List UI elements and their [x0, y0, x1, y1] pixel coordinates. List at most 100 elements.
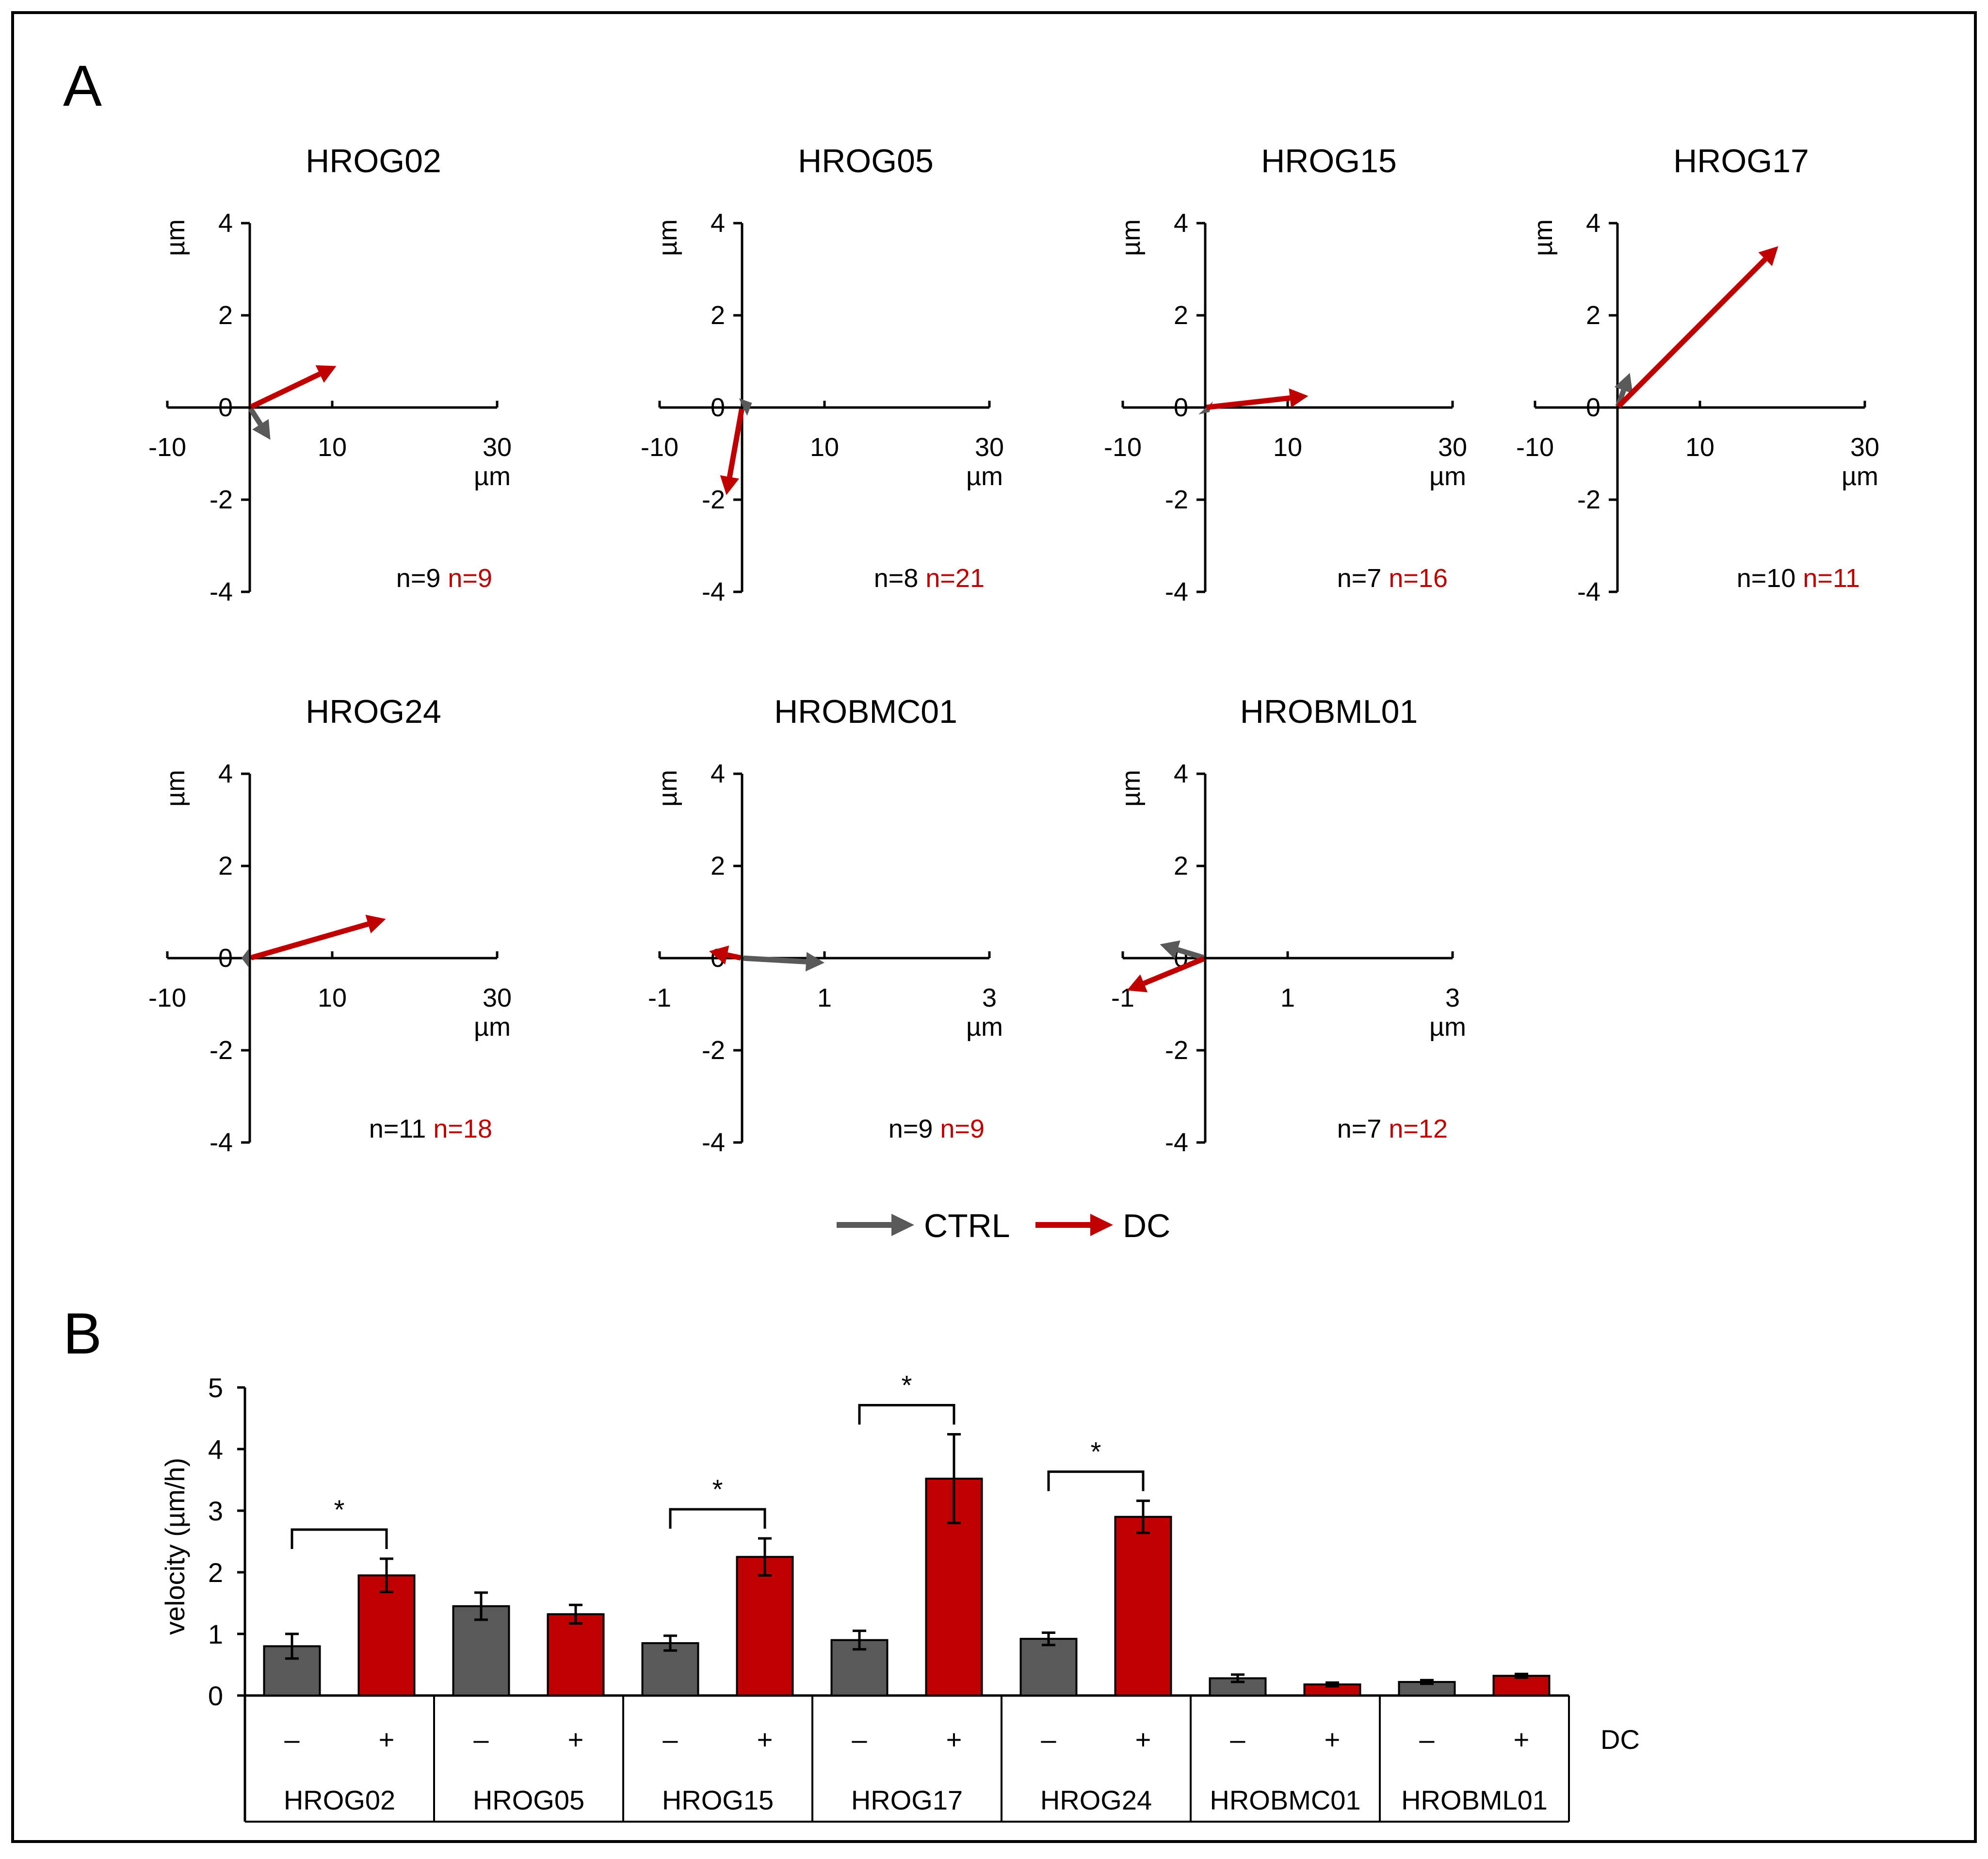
y-tick-label: 0 — [218, 944, 233, 973]
x-tick-label: 10 — [1685, 433, 1714, 462]
category-label: HROG02 — [284, 1785, 395, 1815]
arrowhead-ctrl — [1614, 373, 1633, 394]
legend-dc-arrowhead — [1090, 1214, 1113, 1236]
y-tick-label: 4 — [1174, 209, 1188, 238]
n-dc: n=9 — [448, 564, 492, 593]
bracket-line — [291, 1528, 388, 1549]
plot-title: HROG17 — [1673, 143, 1809, 179]
panel-b-label: B — [63, 1301, 102, 1366]
panel-a-label: A — [63, 53, 102, 118]
y-tick-label: 4 — [218, 209, 233, 238]
bar-y-tick-label: 5 — [208, 1372, 223, 1403]
bar-group-hrog15: – + HROG15 * — [641, 1474, 794, 1815]
n-dc: n=9 — [940, 1114, 985, 1143]
condition-label: – — [1041, 1724, 1056, 1755]
significance-star: * — [1091, 1436, 1101, 1467]
arrowhead-ctrl — [805, 952, 824, 972]
y-tick-label: 0 — [711, 393, 725, 422]
x-tick-label: 1 — [817, 983, 832, 1012]
vector-dc — [250, 921, 369, 961]
bracket-line — [858, 1404, 955, 1425]
vector-dc — [1616, 257, 1767, 408]
x-tick-label: 10 — [318, 983, 347, 1012]
panel-b: 0 1 2 3 4 5 velocity (µm/h) DC – + HROG02 * – + HROG05… — [160, 1370, 1640, 1823]
x-tick-label: 30 — [483, 983, 512, 1012]
plot-title: HROG15 — [1261, 143, 1397, 179]
plot-title: HROG24 — [306, 693, 441, 730]
bar-y-tick-label: 4 — [208, 1434, 223, 1465]
legend-ctrl-label: CTRL — [924, 1207, 1010, 1244]
x-tick-label: -10 — [148, 433, 186, 462]
y-tick-label: 4 — [711, 209, 725, 238]
bar-y-axis-label: velocity (µm/h) — [160, 1458, 190, 1635]
y-tick-label: 0 — [218, 393, 233, 422]
x-tick-label: -10 — [641, 433, 679, 462]
n-ctrl: n=9 — [396, 564, 448, 593]
y-tick-label: 2 — [1174, 301, 1188, 330]
bar-ctrl — [452, 1605, 510, 1697]
x-tick-label: -1 — [648, 983, 671, 1012]
bar-group-hrog24: – + HROG24 * — [1019, 1436, 1172, 1815]
n-counts: n=7 n=12 — [1337, 1114, 1448, 1143]
arrowhead-ctrl — [1160, 940, 1180, 959]
x-axis-unit: µm — [1429, 1012, 1466, 1042]
y-axis-unit: µm — [161, 219, 190, 256]
bar-dc — [1492, 1675, 1551, 1697]
bar-ctrl — [1019, 1638, 1078, 1696]
y-axis-unit: µm — [653, 219, 682, 256]
x-axis-unit: µm — [474, 1012, 511, 1042]
bar-group-hrobml01: – + HROBML01 — [1398, 1673, 1551, 1815]
bar-y-tick-label: 1 — [208, 1619, 223, 1649]
plot-title: HROG02 — [306, 143, 441, 179]
x-tick-label: 1 — [1280, 983, 1295, 1012]
significance-star: * — [902, 1370, 912, 1401]
legend-ctrl-arrowhead — [891, 1214, 914, 1236]
arrowhead-dc — [1289, 388, 1309, 408]
y-tick-label: -2 — [702, 485, 725, 514]
significance-bracket: * — [1047, 1436, 1145, 1491]
n-counts: n=8 n=21 — [874, 564, 985, 593]
condition-label: + — [568, 1724, 584, 1755]
x-axis-unit: µm — [966, 1012, 1003, 1042]
vector-dc — [1143, 956, 1205, 986]
arrowhead-dc — [365, 914, 386, 933]
n-dc: n=12 — [1389, 1114, 1448, 1143]
dc-row-label: DC — [1600, 1724, 1640, 1755]
y-tick-label: 4 — [218, 759, 233, 788]
bracket-line — [1047, 1470, 1145, 1491]
n-ctrl: n=9 — [889, 1114, 940, 1143]
y-tick-label: -2 — [702, 1036, 725, 1065]
n-counts: n=9 n=9 — [889, 1114, 985, 1143]
y-axis-unit: µm — [653, 770, 682, 807]
vector-dc — [1206, 395, 1291, 410]
arrowhead-dc — [720, 475, 740, 495]
condition-label: + — [946, 1724, 962, 1755]
n-dc: n=18 — [433, 1114, 492, 1143]
arrowhead-ctrl — [739, 398, 752, 416]
y-tick-label: 0 — [1586, 393, 1600, 422]
condition-label: – — [284, 1724, 300, 1755]
bracket-line — [669, 1508, 766, 1529]
condition-label: + — [1514, 1724, 1530, 1755]
x-axis-unit: µm — [474, 462, 511, 491]
x-tick-label: -10 — [1104, 433, 1142, 462]
y-tick-label: 2 — [218, 301, 233, 330]
arrowhead-dc — [709, 945, 729, 965]
bar-ctrl — [641, 1642, 699, 1697]
arrowhead-dc — [1127, 974, 1148, 993]
arrowhead-ctrl — [242, 948, 249, 968]
bar-dc — [1114, 1516, 1172, 1696]
x-tick-label: 3 — [1445, 983, 1460, 1012]
vector-dc — [727, 408, 744, 478]
bar-y-tick-label: 0 — [208, 1680, 223, 1711]
n-ctrl: n=10 — [1737, 564, 1803, 593]
vector-dc — [727, 952, 742, 961]
bar-group-hrobmc01: – + HROBMC01 — [1209, 1673, 1361, 1815]
y-tick-label: -4 — [210, 1128, 233, 1157]
y-tick-label: 2 — [1586, 301, 1600, 330]
n-counts: n=10 n=11 — [1737, 564, 1860, 593]
